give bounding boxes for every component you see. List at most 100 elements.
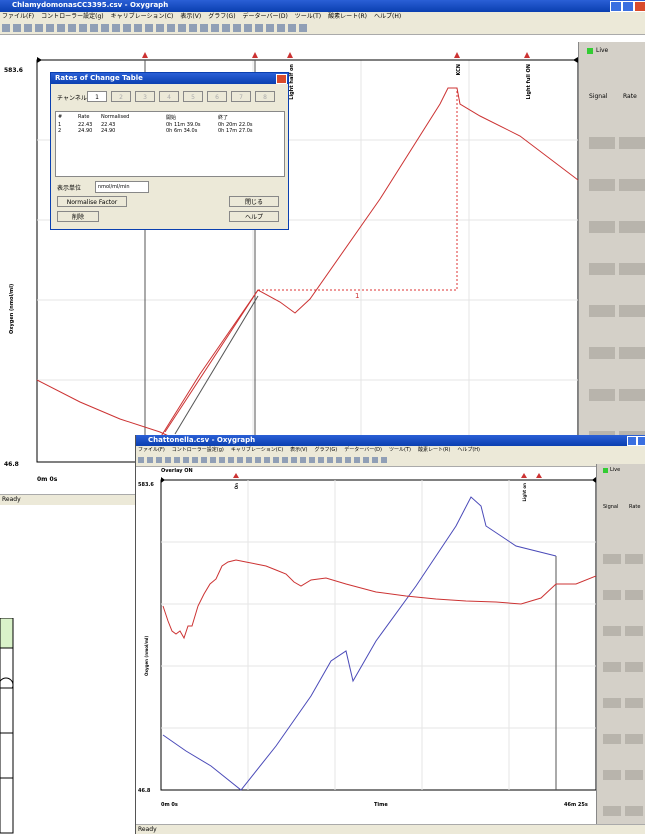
tool-icon[interactable] [300,457,306,463]
tool-icon[interactable] [123,24,131,32]
toolbar-icons [138,457,387,463]
tool-icon[interactable] [273,457,279,463]
tool-icon[interactable] [266,24,274,32]
tool-icon[interactable] [372,457,378,463]
menu-item[interactable]: グラフ(G) [314,447,338,453]
tool-icon[interactable] [264,457,270,463]
tool-icon[interactable] [192,457,198,463]
tool-icon[interactable] [90,24,98,32]
menu-item[interactable]: ファイル(F) [138,447,165,453]
menu-item[interactable]: 表示(V) [290,447,308,453]
tool-icon[interactable] [174,457,180,463]
menu-item[interactable]: ヘルプ(H) [374,13,402,20]
tool-icon[interactable] [327,457,333,463]
tool-icon[interactable] [219,457,225,463]
close[interactable] [634,1,645,12]
value-cell [625,698,643,708]
tool-icon[interactable] [282,457,288,463]
tool-icon[interactable] [277,24,285,32]
unit-field[interactable]: nmol/ml/min [95,181,149,193]
channel-button[interactable]: 2 [111,91,131,102]
menu-item[interactable]: データーバー(D) [242,13,288,20]
channel-button[interactable]: 6 [207,91,227,102]
tool-icon[interactable] [2,24,10,32]
tool-icon[interactable] [381,457,387,463]
menu-item[interactable]: ツール(T) [294,13,322,20]
menu-item[interactable]: 酸素レート(R) [328,13,368,20]
tool-icon[interactable] [134,24,142,32]
close-button[interactable]: 閉じる [229,196,279,207]
tool-icon[interactable] [309,457,315,463]
tool-icon[interactable] [237,457,243,463]
maximize[interactable] [622,1,634,12]
tool-icon[interactable] [336,457,342,463]
channel-button[interactable]: 1 [87,91,107,102]
minimize[interactable] [627,436,637,446]
tool-icon[interactable] [246,457,252,463]
menu-item[interactable]: 酸素レート(R) [417,447,451,453]
tool-icon[interactable] [178,24,186,32]
tool-icon[interactable] [68,24,76,32]
tool-icon[interactable] [363,457,369,463]
channel-button[interactable]: 5 [183,91,203,102]
x-axis-label: Time [374,802,388,808]
channel-button[interactable]: 3 [135,91,155,102]
menu-item[interactable]: グラフ(G) [208,13,236,20]
tool-icon[interactable] [57,24,65,32]
help-button[interactable]: ヘルプ [229,211,279,222]
dialog-close[interactable] [276,74,287,84]
normalise-button[interactable]: Normalise Factor [57,196,127,207]
tool-icon[interactable] [156,457,162,463]
menu-item[interactable]: コントローラー設定(g) [171,447,224,453]
channel-button[interactable]: 8 [255,91,275,102]
tool-icon[interactable] [101,24,109,32]
tool-icon[interactable] [228,457,234,463]
tool-icon[interactable] [233,24,241,32]
tool-icon[interactable] [165,457,171,463]
tool-icon[interactable] [291,457,297,463]
tool-icon[interactable] [200,24,208,32]
tool-icon[interactable] [145,24,153,32]
tool-icon[interactable] [210,457,216,463]
menu-item[interactable]: 表示(V) [180,13,202,20]
tool-icon[interactable] [46,24,54,32]
menu-item[interactable]: ファイル(F) [2,13,35,20]
tool-icon[interactable] [201,457,207,463]
menu-item[interactable]: ヘルプ(H) [457,447,480,453]
menu-item[interactable]: キャリブレーション(C) [230,447,284,453]
plot-frame [160,479,596,791]
menu-item[interactable]: キャリブレーション(C) [110,13,174,20]
delete-button[interactable]: 削除 [57,211,99,222]
tool-icon[interactable] [354,457,360,463]
channel-button[interactable]: 7 [231,91,251,102]
tool-icon[interactable] [318,457,324,463]
minimize[interactable] [610,1,622,12]
tool-icon[interactable] [255,24,263,32]
menu-item[interactable]: コントローラー設定(g) [41,13,104,20]
menu-item[interactable]: データーバー(D) [344,447,382,453]
tool-icon[interactable] [183,457,189,463]
tool-icon[interactable] [13,24,21,32]
tool-icon[interactable] [112,24,120,32]
tool-icon[interactable] [156,24,164,32]
tool-icon[interactable] [24,24,32,32]
tool-icon[interactable] [244,24,252,32]
tool-icon[interactable] [345,457,351,463]
partial-table [0,618,14,834]
tool-icon[interactable] [189,24,197,32]
tool-icon[interactable] [147,457,153,463]
tool-icon[interactable] [255,457,261,463]
channel-button[interactable]: 4 [159,91,179,102]
value-cell [625,662,643,672]
tool-icon[interactable] [288,24,296,32]
tool-icon[interactable] [299,24,307,32]
tool-icon[interactable] [35,24,43,32]
maximize[interactable] [637,436,645,446]
tool-icon[interactable] [79,24,87,32]
tool-icon[interactable] [211,24,219,32]
menu-item[interactable]: ツール(T) [388,447,411,453]
tool-icon[interactable] [138,457,144,463]
event-label: Light on [522,483,527,502]
tool-icon[interactable] [222,24,230,32]
tool-icon[interactable] [167,24,175,32]
